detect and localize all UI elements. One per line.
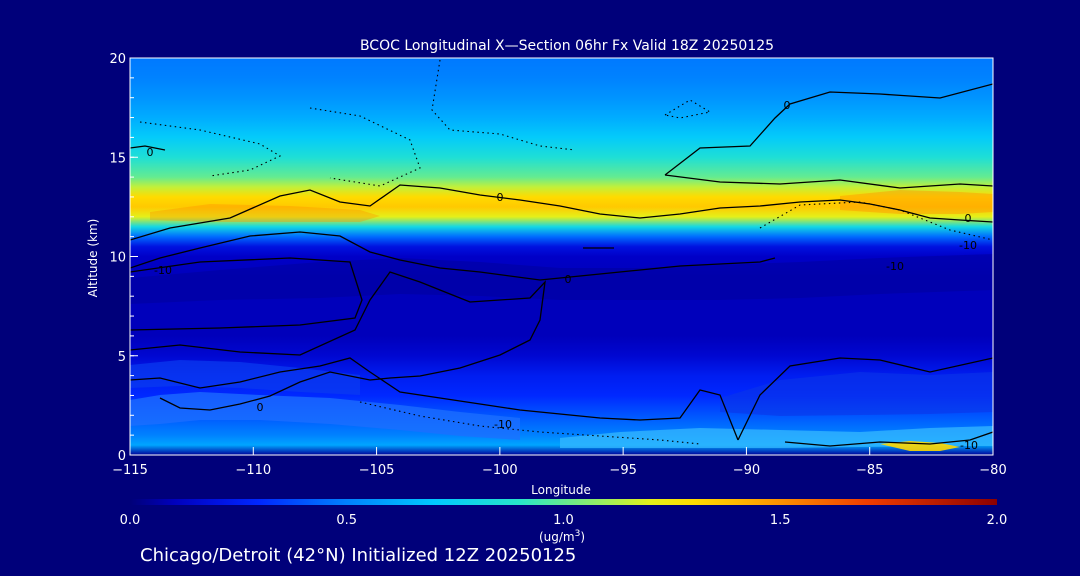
contour-tropopause bbox=[130, 184, 993, 241]
contour-label: -10 bbox=[154, 264, 172, 277]
upper-warm-patch bbox=[150, 204, 380, 222]
contour-upper-right bbox=[664, 83, 993, 176]
contour-label: -10 bbox=[960, 439, 978, 452]
y-tick-label: 20 bbox=[109, 52, 126, 67]
colorbar-bar bbox=[130, 499, 997, 505]
contour-label: -10 bbox=[886, 260, 904, 273]
contour-label: 0 bbox=[784, 99, 791, 112]
contour-upper-right-2 bbox=[664, 174, 993, 189]
field-overlay bbox=[130, 190, 993, 451]
colorbar-tick-label: 1.0 bbox=[553, 513, 574, 528]
y-tick-label: 15 bbox=[109, 151, 126, 166]
contour-label: -10 bbox=[959, 239, 977, 252]
contour-label: -10 bbox=[494, 418, 512, 431]
colorbar-tick-label: 1.5 bbox=[770, 513, 791, 528]
x-tick-label: −80 bbox=[979, 463, 1006, 478]
x-axis: −115 −110 −105 −100 −95 −90 −85 −80 bbox=[112, 447, 1007, 478]
plot-area: 0 0 0 0 -10 -10 -10 -10 0 0 -10 bbox=[129, 57, 994, 456]
dotted-contour-left bbox=[139, 121, 282, 177]
surface-plume-left bbox=[130, 392, 520, 440]
contour-label: 0 bbox=[565, 273, 572, 286]
colorbar: 0.0 0.5 1.0 1.5 2.0 (ug/m3) bbox=[120, 499, 1008, 544]
dotted-contour-top bbox=[431, 59, 576, 151]
x-tick-label: −95 bbox=[609, 463, 636, 478]
x-tick-label: −90 bbox=[733, 463, 760, 478]
colorbar-units-close: ) bbox=[580, 530, 585, 544]
contour-label: 0 bbox=[497, 191, 504, 204]
contour-box-left bbox=[130, 257, 363, 331]
contour-low bbox=[130, 357, 739, 441]
contour-label-group: 0 0 0 0 -10 -10 -10 -10 0 0 -10 bbox=[147, 99, 978, 452]
colorbar-units: (ug/m3) bbox=[539, 529, 585, 544]
mid-level-blob-right bbox=[720, 372, 993, 416]
dotted-contours bbox=[139, 59, 993, 445]
contour-surface-right bbox=[784, 431, 993, 447]
contour-mid-left bbox=[130, 271, 546, 411]
contour-label: 0 bbox=[147, 146, 154, 159]
contour-label: 0 bbox=[965, 212, 972, 225]
colorbar-tick-label: 0.0 bbox=[120, 513, 141, 528]
contour-lines bbox=[130, 83, 993, 447]
upper-dark-band bbox=[130, 254, 993, 304]
y-tick-label: 0 bbox=[118, 449, 126, 464]
colorbar-units-text: (ug/m bbox=[539, 530, 575, 544]
x-tick-label: −115 bbox=[112, 463, 148, 478]
contour-upper-left bbox=[130, 145, 166, 151]
contour-tropopause-inner bbox=[130, 231, 776, 281]
y-tick-label: 10 bbox=[109, 251, 126, 266]
contour-label: 0 bbox=[257, 401, 264, 414]
footer-caption: Chicago/Detroit (42°N) Initialized 12Z 2… bbox=[140, 545, 576, 566]
x-axis-label: Longitude bbox=[531, 483, 591, 497]
y-axis-label: Altitude (km) bbox=[86, 219, 100, 298]
colorbar-tick-label: 0.5 bbox=[336, 513, 357, 528]
dotted-contour-mid bbox=[309, 107, 421, 187]
x-tick-label: −110 bbox=[235, 463, 271, 478]
colorbar-ticks: 0.0 0.5 1.0 1.5 2.0 bbox=[120, 513, 1008, 528]
upper-warm-patch-right bbox=[840, 190, 993, 214]
x-tick-label: −105 bbox=[359, 463, 395, 478]
colorbar-units-sup: 3 bbox=[575, 529, 581, 539]
y-axis: 0 5 10 15 20 bbox=[109, 52, 138, 464]
y-tick-label: 5 bbox=[118, 350, 126, 365]
chart-title: BCOC Longitudinal X—Section 06hr Fx Vali… bbox=[360, 38, 774, 54]
contour-low-right bbox=[737, 357, 993, 441]
colorbar-tick-label: 2.0 bbox=[987, 513, 1008, 528]
x-tick-label: −100 bbox=[482, 463, 518, 478]
x-tick-label: −85 bbox=[856, 463, 883, 478]
